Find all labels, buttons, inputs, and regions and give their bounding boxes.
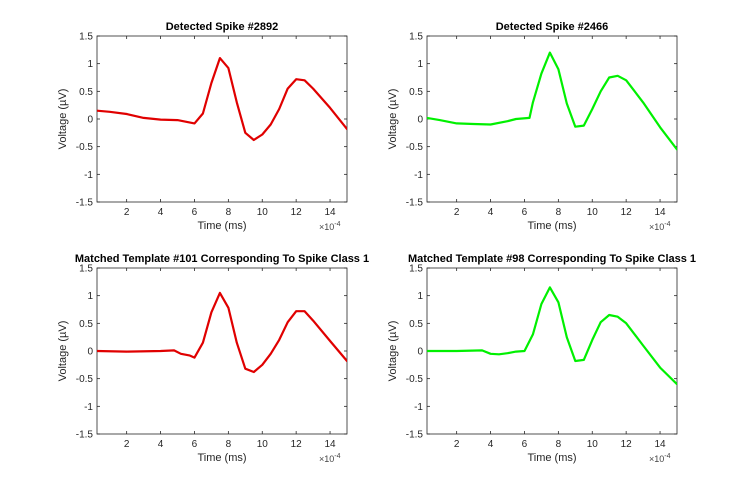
x-tick-label: 2 [454,439,460,450]
y-tick-label: 1 [417,59,423,70]
y-tick-label: -1.5 [76,430,94,441]
x-tick-label: 2 [124,207,130,218]
x-tick-label: 14 [324,207,336,218]
x-tick-label: 4 [158,207,164,218]
y-tick-label: -0.5 [406,142,424,153]
x-axis-multiplier-exponent: -4 [664,221,670,228]
subplot-2: -1.5 -1 -0.5 0 0.5 1 1.5 2 4 6 8 10 12 14 Detected Spi… [387,21,678,232]
x-axis-multiplier-exponent: -4 [334,221,340,228]
y-axis-label: Voltage (µV) [57,89,69,150]
x-tick-label: 14 [324,439,336,450]
x-tick-label: 6 [522,207,528,218]
y-tick-label: 1.5 [79,264,93,275]
y-tick-label: -0.5 [76,374,94,385]
y-tick-label: 1 [87,291,93,302]
subplot-4: -1.5 -1 -0.5 0 0.5 1 1.5 2 4 6 8 10 12 14 Matched Temp… [387,253,696,464]
axes-frame [96,35,348,203]
x-tick-label: 6 [192,207,198,218]
y-tick-label: -1 [414,402,423,413]
y-tick-label: -1 [84,402,93,413]
y-tick-label: 0.5 [79,319,93,330]
series-line-1 [427,286,677,386]
x-tick-label: 10 [587,439,599,450]
y-tick-label: 1.5 [409,32,423,43]
y-axis-label: Voltage (µV) [57,321,69,382]
y-tick-label: -1 [84,170,93,181]
y-tick-label: 0 [87,115,93,126]
chart-title: Matched Template #98 Corresponding To Sp… [408,253,696,265]
x-tick-label: 12 [621,207,633,218]
y-tick-label: -1.5 [406,198,424,209]
x-tick-label: 4 [158,439,164,450]
x-tick-label: 12 [291,207,303,218]
chart-title: Matched Template #101 Corresponding To S… [75,253,369,265]
y-tick-label: 1.5 [409,264,423,275]
x-axis-multiplier-exponent: -4 [664,453,670,460]
subplot-1: -1.5 -1 -0.5 0 0.5 1 1.5 2 4 6 8 10 12 14 Detected Spi… [57,21,348,232]
y-axis-label: Voltage (µV) [387,321,399,382]
y-tick-label: 1 [417,291,423,302]
x-tick-label: 8 [226,207,232,218]
y-tick-label: -1.5 [76,198,94,209]
y-tick-label: 0 [87,347,93,358]
x-axis-label: Time (ms) [527,452,576,464]
x-tick-label: 6 [522,439,528,450]
y-axis-label: Voltage (µV) [387,89,399,150]
axes-frame [426,35,678,203]
y-tick-label: 0 [417,347,423,358]
y-tick-label: 0.5 [79,87,93,98]
x-axis-multiplier: ×10-4 [649,453,671,464]
x-axis-multiplier: ×10-4 [649,221,671,232]
x-tick-label: 4 [488,439,494,450]
chart-title: Detected Spike #2892 [166,21,279,33]
x-tick-label: 8 [556,439,562,450]
x-tick-label: 10 [257,207,269,218]
x-tick-label: 10 [257,439,269,450]
y-tick-label: -0.5 [406,374,424,385]
y-tick-label: 1.5 [79,32,93,43]
y-tick-label: -1 [414,170,423,181]
x-axis-label: Time (ms) [197,220,246,232]
x-axis-label: Time (ms) [197,452,246,464]
x-axis-label: Time (ms) [527,220,576,232]
x-axis-multiplier: ×10-4 [319,221,341,232]
y-tick-label: 0.5 [409,319,423,330]
x-tick-label: 12 [621,439,633,450]
x-tick-label: 6 [192,439,198,450]
series-line-1 [427,51,677,151]
x-tick-label: 2 [454,207,460,218]
y-tick-label: 1 [87,59,93,70]
x-tick-label: 8 [226,439,232,450]
y-tick-label: -0.5 [76,142,94,153]
y-tick-label: 0 [417,115,423,126]
chart-title: Detected Spike #2466 [496,21,609,33]
y-tick-label: 0.5 [409,87,423,98]
x-tick-label: 12 [291,439,303,450]
x-axis-multiplier-exponent: -4 [334,453,340,460]
x-tick-label: 4 [488,207,494,218]
x-tick-label: 10 [587,207,599,218]
x-tick-label: 2 [124,439,130,450]
series-line-1 [97,291,347,374]
x-tick-label: 8 [556,207,562,218]
x-tick-label: 14 [654,439,666,450]
x-tick-label: 14 [654,207,666,218]
x-axis-multiplier: ×10-4 [319,453,341,464]
subplot-3: -1.5 -1 -0.5 0 0.5 1 1.5 2 4 6 8 10 12 14 Matched Temp… [57,253,369,464]
series-line-1 [97,56,347,142]
y-tick-label: -1.5 [406,430,424,441]
